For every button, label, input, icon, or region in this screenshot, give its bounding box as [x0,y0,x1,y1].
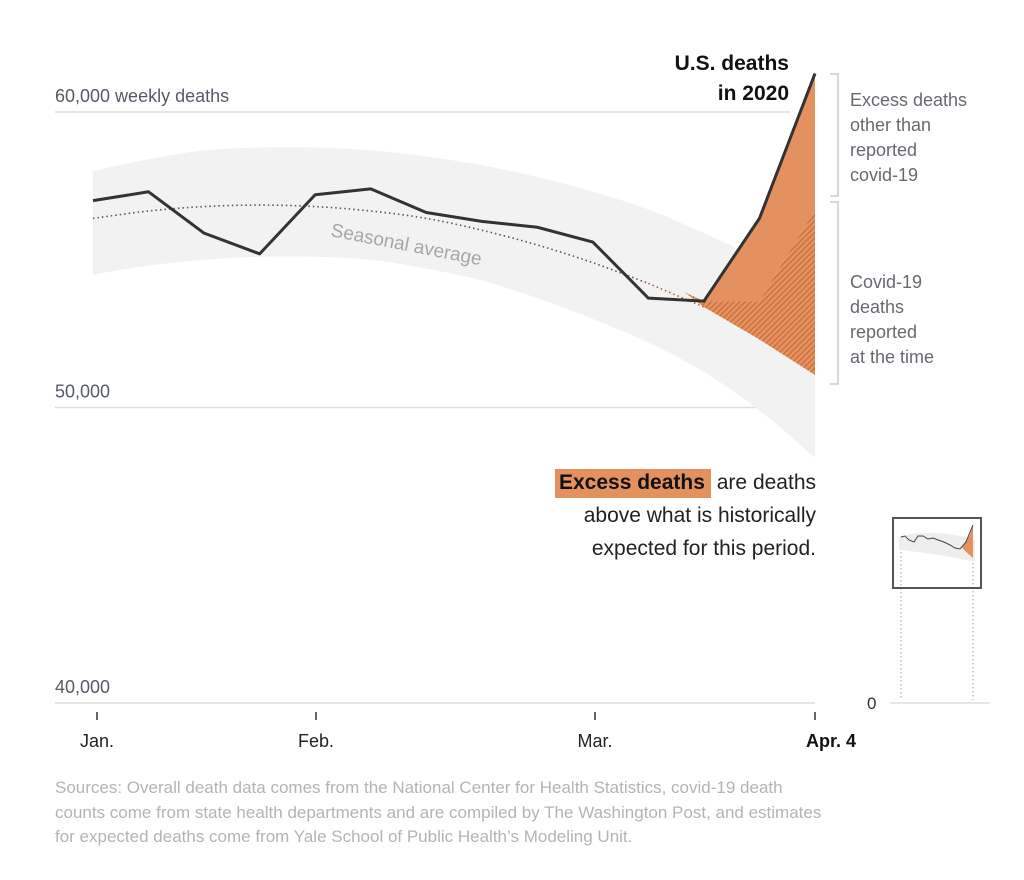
x-axis: Jan. Feb. Mar. Apr. 4 [80,712,856,751]
annotation-line: deaths [850,297,904,317]
excess-deaths-highlight: Excess deaths [554,469,711,498]
inset-window [892,517,982,589]
excess-deaths-chart: 60,000 weekly deaths 50,000 40,000 Jan. Feb… [55,52,990,751]
excess-other-area [703,73,815,302]
x-tick-label: Mar. [577,731,612,751]
explainer-line-1: Excess deaths are deaths [470,466,816,499]
y-tick-label: 50,000 [55,382,110,402]
inset-zero-label: 0 [867,694,876,713]
annotation-excess-other: Excess deaths other than reported covid-… [850,90,967,185]
seasonal-average-line [92,204,705,308]
excess-deaths-explainer: Excess deaths are deaths above what is h… [470,466,816,565]
x-tick-label: Feb. [298,731,334,751]
y-axis-labels: 60,000 weekly deaths 50,000 40,000 [55,86,229,697]
bracket-excess-other [830,73,839,197]
seasonal-average-path [92,204,649,285]
explainer-text: are deaths [710,471,816,494]
expected-range-band [93,147,815,458]
annotation-line: reported [850,140,917,160]
expected-band-area [93,147,815,458]
sources-note: Sources: Overall death data comes from t… [55,778,822,846]
annotation-covid-reported: Covid-19 deaths reported at the time [850,272,934,367]
annotation-line: Covid-19 [850,272,922,292]
explainer-line-3: expected for this period. [591,537,816,560]
annotation-line: other than [850,115,931,135]
annotation-line: reported [850,322,917,342]
y-tick-label: 40,000 [55,677,110,697]
gridlines [55,111,815,704]
explainer-line-2: above what is historically [583,504,816,527]
annotation-line: covid-19 [850,165,918,185]
annotation-line: at the time [850,347,934,367]
us-deaths-line [92,73,817,303]
x-tick-label: Apr. 4 [806,731,856,751]
y-tick-label: 60,000 weekly deaths [55,86,229,106]
x-tick-label: Jan. [80,731,114,751]
annotation-line: Excess deaths [850,90,967,110]
inset-band [899,532,975,562]
inset-line [900,524,974,550]
excess-deaths-area [684,73,815,375]
chart-title-line-2: in 2020 [718,82,789,105]
deaths-polyline [92,73,817,303]
inset-excess [962,525,973,558]
covid-reported-area [684,209,815,375]
inset-locator: 0 [867,517,990,713]
bracket-covid-reported [830,201,839,385]
chart-title-line-1: U.S. deaths [675,52,789,75]
